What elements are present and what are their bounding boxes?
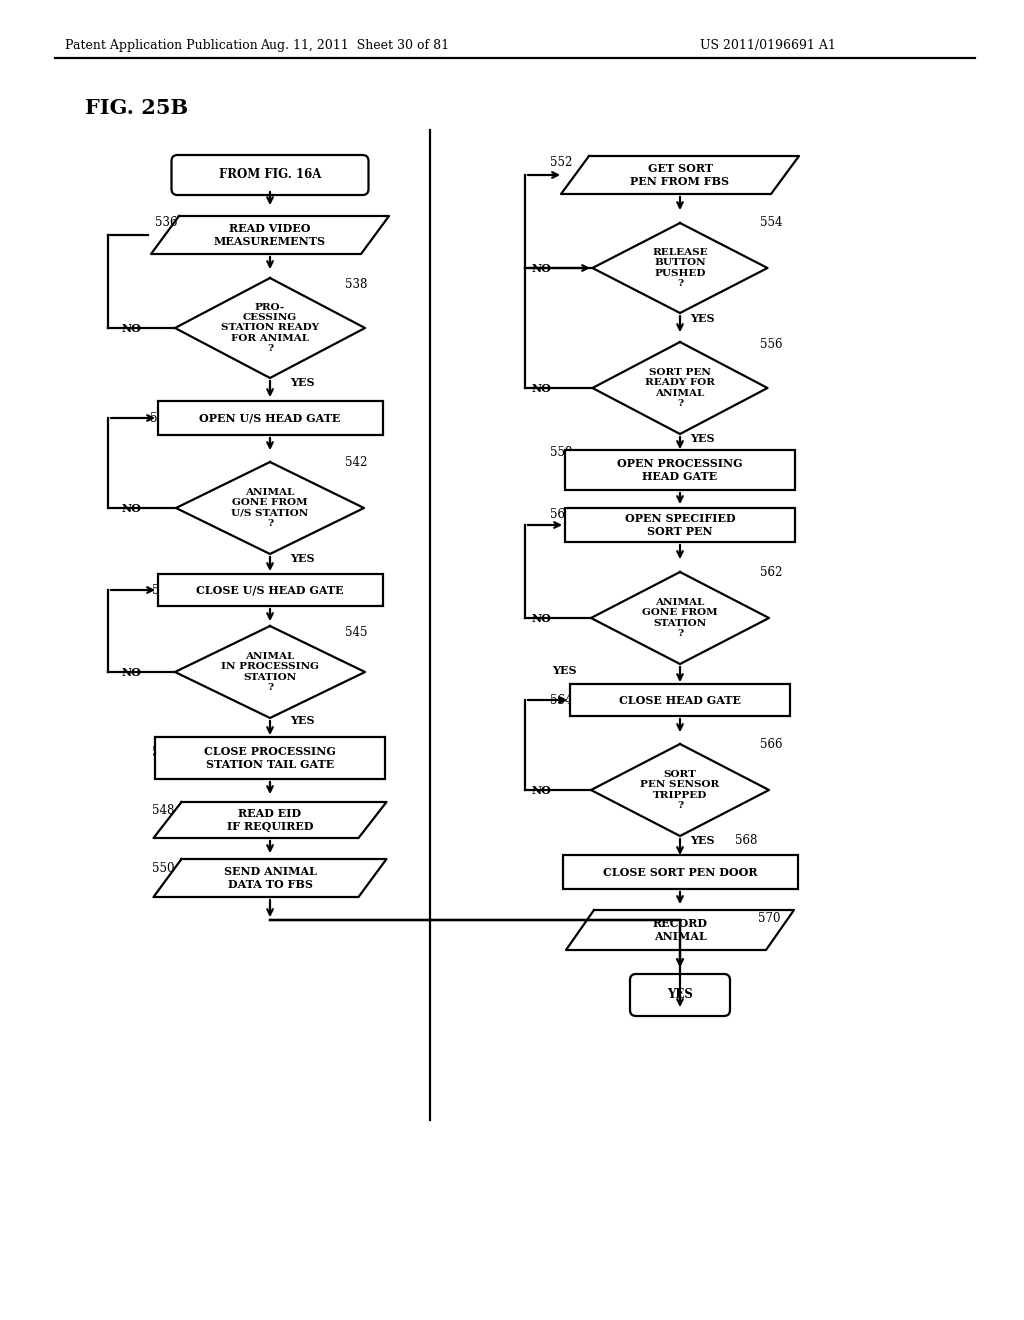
Text: 550: 550 <box>152 862 174 874</box>
Text: NO: NO <box>122 667 142 677</box>
Text: YES: YES <box>667 989 693 1002</box>
Text: OPEN SPECIFIED
SORT PEN: OPEN SPECIFIED SORT PEN <box>625 513 735 537</box>
Polygon shape <box>154 803 386 838</box>
Text: YES: YES <box>552 664 577 676</box>
Text: 564: 564 <box>550 693 572 706</box>
Text: CLOSE SORT PEN DOOR: CLOSE SORT PEN DOOR <box>603 866 758 878</box>
Text: 568: 568 <box>735 833 758 846</box>
Text: NO: NO <box>532 383 552 393</box>
Text: 566: 566 <box>760 738 782 751</box>
Polygon shape <box>154 859 386 898</box>
Text: CLOSE PROCESSING
STATION TAIL GATE: CLOSE PROCESSING STATION TAIL GATE <box>204 746 336 770</box>
FancyBboxPatch shape <box>171 154 369 195</box>
Text: SEND ANIMAL
DATA TO FBS: SEND ANIMAL DATA TO FBS <box>223 866 316 890</box>
Text: 540: 540 <box>150 412 172 425</box>
Text: 562: 562 <box>760 565 782 578</box>
Text: 545: 545 <box>345 627 368 639</box>
Text: ANIMAL
GONE FROM
U/S STATION
?: ANIMAL GONE FROM U/S STATION ? <box>231 488 308 528</box>
Text: CLOSE HEAD GATE: CLOSE HEAD GATE <box>618 694 741 705</box>
Text: 558: 558 <box>550 446 572 458</box>
Text: Patent Application Publication: Patent Application Publication <box>65 38 258 51</box>
Text: 536: 536 <box>155 215 177 228</box>
Text: YES: YES <box>690 313 715 323</box>
Text: ANIMAL
GONE FROM
STATION
?: ANIMAL GONE FROM STATION ? <box>642 598 718 638</box>
Text: NO: NO <box>532 263 552 273</box>
Text: 560: 560 <box>550 508 572 521</box>
Text: 548: 548 <box>152 804 174 817</box>
Text: YES: YES <box>290 376 314 388</box>
Text: 542: 542 <box>345 457 368 470</box>
Text: 538: 538 <box>345 277 368 290</box>
Polygon shape <box>151 216 389 253</box>
Bar <box>565 508 795 543</box>
Text: OPEN U/S HEAD GATE: OPEN U/S HEAD GATE <box>200 412 341 424</box>
Bar <box>562 855 798 888</box>
Polygon shape <box>593 223 768 313</box>
Text: NO: NO <box>532 784 552 796</box>
Bar <box>565 450 795 490</box>
Text: READ EID
IF REQUIRED: READ EID IF REQUIRED <box>226 808 313 832</box>
Text: SORT
PEN SENSOR
TRIPPED
?: SORT PEN SENSOR TRIPPED ? <box>640 770 720 810</box>
Text: FIG. 25B: FIG. 25B <box>85 98 188 117</box>
Polygon shape <box>566 909 794 950</box>
Text: YES: YES <box>690 433 715 444</box>
Text: 552: 552 <box>550 156 572 169</box>
Bar <box>158 574 383 606</box>
Polygon shape <box>591 744 769 836</box>
Text: Aug. 11, 2011  Sheet 30 of 81: Aug. 11, 2011 Sheet 30 of 81 <box>260 38 450 51</box>
Text: 556: 556 <box>760 338 782 351</box>
Bar <box>158 401 383 436</box>
Text: YES: YES <box>290 715 314 726</box>
Polygon shape <box>175 279 365 378</box>
Polygon shape <box>561 156 799 194</box>
Text: RECORD
ANIMAL: RECORD ANIMAL <box>652 919 708 942</box>
Text: NO: NO <box>122 503 142 513</box>
FancyBboxPatch shape <box>630 974 730 1016</box>
Text: NO: NO <box>122 322 142 334</box>
Text: RELEASE
BUTTON
PUSHED
?: RELEASE BUTTON PUSHED ? <box>652 248 708 288</box>
Text: US 2011/0196691 A1: US 2011/0196691 A1 <box>700 38 836 51</box>
Text: 546: 546 <box>152 747 174 759</box>
Polygon shape <box>593 342 768 434</box>
Polygon shape <box>175 626 365 718</box>
Polygon shape <box>591 572 769 664</box>
Text: READ VIDEO
MEASUREMENTS: READ VIDEO MEASUREMENTS <box>214 223 326 247</box>
Text: ANIMAL
IN PROCESSING
STATION
?: ANIMAL IN PROCESSING STATION ? <box>221 652 319 692</box>
Text: 570: 570 <box>758 912 780 924</box>
Text: GET SORT
PEN FROM FBS: GET SORT PEN FROM FBS <box>631 164 729 187</box>
Text: CLOSE U/S HEAD GATE: CLOSE U/S HEAD GATE <box>197 585 344 595</box>
Text: PRO-
CESSING
STATION READY
FOR ANIMAL
?: PRO- CESSING STATION READY FOR ANIMAL ? <box>221 302 319 354</box>
Polygon shape <box>176 462 364 554</box>
Text: 544: 544 <box>152 583 174 597</box>
Bar <box>155 737 385 779</box>
Text: 554: 554 <box>760 215 782 228</box>
Text: OPEN PROCESSING
HEAD GATE: OPEN PROCESSING HEAD GATE <box>617 458 742 482</box>
Bar <box>570 684 790 715</box>
Text: YES: YES <box>690 834 715 846</box>
Text: FROM FIG. 16A: FROM FIG. 16A <box>219 169 322 181</box>
Text: YES: YES <box>290 553 314 564</box>
Text: 572: 572 <box>698 974 720 986</box>
Text: SORT PEN
READY FOR
ANIMAL
?: SORT PEN READY FOR ANIMAL ? <box>645 368 715 408</box>
Text: NO: NO <box>532 612 552 623</box>
